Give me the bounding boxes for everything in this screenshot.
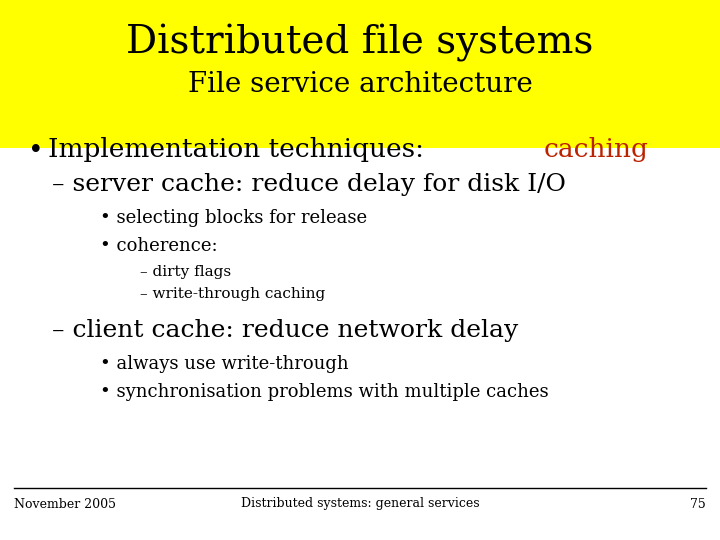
Text: Distributed file systems: Distributed file systems [126, 24, 594, 62]
FancyBboxPatch shape [0, 0, 720, 148]
Text: – client cache: reduce network delay: – client cache: reduce network delay [52, 319, 518, 341]
Text: – server cache: reduce delay for disk I/O: – server cache: reduce delay for disk I/… [52, 173, 566, 197]
Text: • selecting blocks for release: • selecting blocks for release [100, 209, 367, 227]
Text: caching: caching [544, 138, 649, 163]
Text: Implementation techniques:: Implementation techniques: [48, 138, 433, 163]
Text: • coherence:: • coherence: [100, 237, 217, 255]
Text: – dirty flags: – dirty flags [140, 265, 231, 279]
Text: •: • [28, 138, 44, 163]
Text: • always use write-through: • always use write-through [100, 355, 348, 373]
Text: • synchronisation problems with multiple caches: • synchronisation problems with multiple… [100, 383, 549, 401]
Text: Distributed systems: general services: Distributed systems: general services [240, 497, 480, 510]
Text: 75: 75 [690, 497, 706, 510]
Text: File service architecture: File service architecture [188, 71, 532, 98]
Text: November 2005: November 2005 [14, 497, 116, 510]
Text: – write-through caching: – write-through caching [140, 287, 325, 301]
